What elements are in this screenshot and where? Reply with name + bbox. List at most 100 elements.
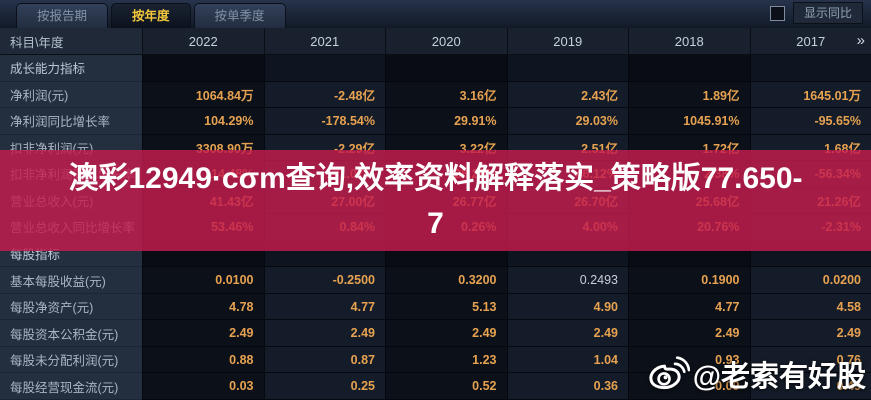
section-row: 每股指标 — [0, 240, 871, 268]
header-year-2017: 2017 » — [749, 28, 871, 54]
table-cell: 2.49 — [263, 320, 385, 347]
table-cell: 0.84% — [263, 214, 385, 241]
table-cell: 28.29% — [385, 161, 507, 188]
section-empty-cell — [628, 55, 750, 82]
section-empty-cell — [628, 240, 750, 268]
table-cell: -178.54% — [263, 108, 385, 135]
table-cell: 5.13 — [385, 293, 507, 321]
table-cell: 4.00% — [506, 214, 628, 241]
table-row: 净利润同比增长率 104.29% -178.54% 29.91% 29.03% 1045.… — [0, 108, 871, 135]
table-cell: 4.58 — [749, 293, 871, 321]
table-row: 扣非净利润同比增长率 114.48% -171.07% 28.29% 46.12% 2.3… — [0, 161, 871, 188]
table-cell: 114.48% — [142, 161, 264, 188]
table-cell: 0.0100 — [142, 267, 264, 294]
table-cell: 27.00亿 — [263, 187, 385, 215]
table-cell: 2.49 — [749, 320, 871, 347]
header-year-2022: 2022 — [142, 28, 264, 54]
row-label: 净利润(元) — [0, 81, 142, 109]
table-cell: 0.1900 — [628, 267, 750, 294]
table-cell: 20.76% — [628, 214, 750, 241]
table-cell: 0.36 — [506, 373, 628, 400]
row-label: 每股资本公积金(元) — [0, 320, 142, 347]
section-empty-cell — [385, 55, 507, 82]
row-label: 基本每股收益(元) — [0, 267, 142, 294]
table-cell: 4.78 — [142, 293, 264, 321]
table-cell: -2.48亿 — [263, 81, 385, 109]
section-title: 每股指标 — [0, 240, 142, 268]
section-title: 成长能力指标 — [0, 55, 142, 82]
table-cell: 1064.84万 — [142, 81, 264, 109]
row-label: 扣非净利润同比增长率 — [0, 161, 142, 188]
row-label: 净利润同比增长率 — [0, 108, 142, 135]
table-row: 每股经营现金流(元) 0.03 0.25 0.52 0.36 0.09 0.49 — [0, 373, 871, 400]
table-cell: 0.87 — [263, 346, 385, 374]
section-empty-cell — [263, 240, 385, 268]
table-cell: 21.26亿 — [749, 187, 871, 215]
header-year-2021: 2021 — [263, 28, 386, 54]
table-cell: -56.34% — [749, 161, 871, 188]
table-cell: 41.43亿 — [142, 187, 264, 215]
table-cell: 2.49 — [142, 320, 264, 347]
row-label: 每股经营现金流(元) — [0, 373, 142, 400]
table-cell: 0.09 — [628, 373, 750, 400]
table-row: 扣非净利润(元) 3308.90万 -2.29亿 3.22亿 2.51亿 1.72亿 1.6… — [0, 134, 871, 162]
show-yoy-checkbox[interactable] — [769, 6, 785, 21]
table-cell: 2.51亿 — [506, 134, 628, 162]
table-cell: 2.49 — [628, 320, 750, 347]
table-cell: 3.16亿 — [385, 81, 507, 109]
table-cell: 1.04 — [506, 346, 628, 374]
table-cell: 26.70亿 — [506, 187, 628, 215]
table-cell: 2.49 — [506, 320, 628, 347]
table-row: 每股净资产(元) 4.78 4.77 5.13 4.90 4.77 4.58 — [0, 293, 871, 321]
table-cell: 0.26% — [385, 214, 507, 241]
table-cell: -2.29亿 — [263, 134, 385, 162]
table-cell: 2.49 — [385, 320, 507, 347]
table-cell: 0.49 — [749, 373, 871, 400]
table-cell: 104.29% — [142, 108, 264, 135]
row-label: 营业总收入(元) — [0, 187, 142, 215]
section-empty-cell — [142, 55, 264, 82]
header-corner: 科目\年度 — [0, 28, 142, 54]
table-cell: 0.03 — [142, 373, 264, 400]
table-header: 科目\年度 2022 2021 2020 2019 2018 2017 » — [0, 28, 871, 55]
table-cell: 1.89亿 — [628, 81, 750, 109]
table-cell: 26.77亿 — [385, 187, 507, 215]
table-row: 净利润(元) 1064.84万 -2.48亿 3.16亿 2.43亿 1.89亿 1645.… — [0, 81, 871, 109]
tab-by-report-period[interactable]: 按报告期 — [16, 3, 109, 28]
tab-by-quarter[interactable]: 按单季度 — [193, 3, 286, 28]
table-cell: 2.38% — [628, 161, 750, 188]
section-empty-cell — [263, 55, 385, 82]
more-years-icon[interactable]: » — [856, 31, 865, 49]
section-row: 成长能力指标 — [0, 55, 871, 82]
table-cell: 1045.91% — [628, 108, 750, 135]
financial-table-body: 成长能力指标 净利润(元) 1064.84万 -2.48亿 3.16亿 2.43亿 1.89… — [0, 55, 871, 400]
table-cell: 4.77 — [628, 293, 750, 321]
tab-by-year[interactable]: 按年度 — [111, 3, 191, 28]
table-cell: 29.91% — [385, 108, 507, 135]
table-cell: 4.77 — [263, 293, 385, 321]
row-label: 每股净资产(元) — [0, 293, 142, 321]
table-cell: 1.72亿 — [628, 134, 750, 162]
table-cell: 3308.90万 — [142, 134, 264, 162]
table-cell: 0.0200 — [749, 267, 871, 294]
table-row: 基本每股收益(元) 0.0100 -0.2500 0.3200 0.2493 0.1900… — [0, 267, 871, 294]
table-cell: 29.03% — [506, 108, 628, 135]
table-cell: 1645.01万 — [749, 81, 871, 109]
table-cell: 0.52 — [385, 373, 507, 400]
section-empty-cell — [506, 55, 628, 82]
table-row: 每股未分配利润(元) 0.88 0.87 1.23 1.04 0.93 0.76 — [0, 346, 871, 374]
tab-bar: 按报告期 按年度 按单季度 显示同比 — [0, 0, 871, 28]
section-empty-cell — [506, 240, 628, 268]
table-cell: 2.43亿 — [506, 81, 628, 109]
table-cell: -95.65% — [749, 108, 871, 135]
table-cell: -0.2500 — [263, 267, 385, 294]
table-cell: -171.07% — [263, 161, 385, 188]
table-row: 营业总收入(元) 41.43亿 27.00亿 26.77亿 26.70亿 25.68亿 21… — [0, 187, 871, 215]
row-label: 营业总收入同比增长率 — [0, 214, 142, 241]
section-empty-cell — [142, 240, 264, 268]
section-empty-cell — [749, 55, 871, 82]
table-cell: 0.2493 — [506, 267, 628, 294]
show-yoy-label[interactable]: 显示同比 — [792, 2, 863, 24]
table-cell: 1.23 — [385, 346, 507, 374]
